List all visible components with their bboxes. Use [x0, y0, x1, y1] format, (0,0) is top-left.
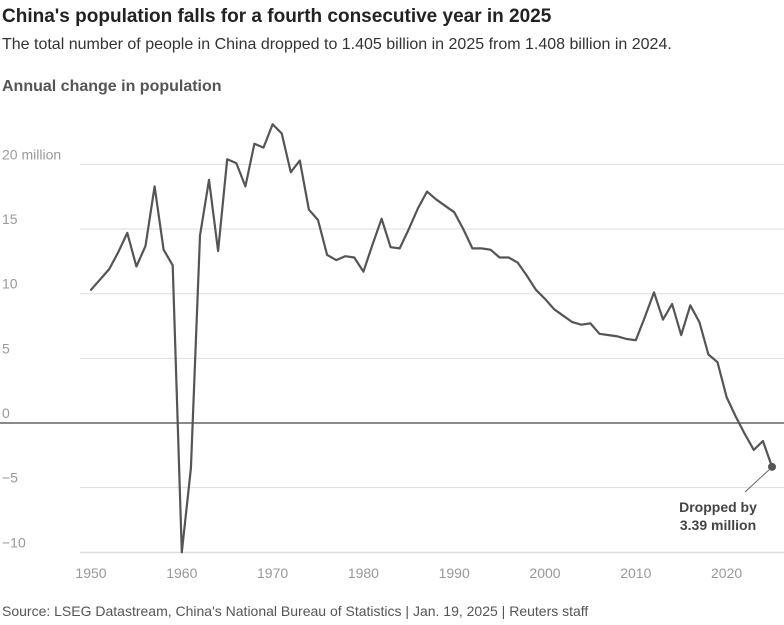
x-tick-label: 2000	[529, 565, 560, 581]
x-tick-label: 1990	[439, 565, 470, 581]
series-line	[89, 123, 774, 554]
y-tick-label: 5	[2, 340, 10, 356]
y-tick-label: 20 million	[2, 146, 61, 162]
x-tick-label: 1960	[166, 565, 197, 581]
annotation-text: 3.39 million	[680, 517, 756, 533]
series-layer	[89, 123, 774, 554]
x-tick-label: 1950	[75, 565, 106, 581]
y-axis-label: Annual change in population	[2, 78, 222, 95]
y-tick-label: 0	[2, 405, 10, 421]
y-tick-label: −10	[2, 534, 26, 550]
x-tick-label: 2010	[620, 565, 651, 581]
grid-lines	[0, 163, 784, 554]
annotation-text: Dropped by	[679, 499, 757, 515]
y-tick-labels: 20 million 15 10 5 0 −5 −10	[2, 146, 61, 550]
y-tick-label: 10	[2, 276, 18, 292]
chart-title: China's population falls for a fourth co…	[2, 6, 552, 27]
y-tick-label: −5	[2, 470, 18, 486]
endpoint-marker	[768, 462, 776, 471]
x-tick-label: 1970	[257, 565, 288, 581]
x-tick-label: 2020	[711, 565, 742, 581]
source-note: Source: LSEG Datastream, China's Nationa…	[2, 603, 589, 619]
x-tick-labels: 1950 1960 1970 1980 1990 2000 2010 2020	[75, 565, 742, 581]
chart-subtitle: The total number of people in China drop…	[2, 36, 672, 53]
x-tick-label: 1980	[348, 565, 379, 581]
y-tick-label: 15	[2, 211, 18, 227]
annotation: Dropped by 3.39 million	[679, 462, 776, 533]
annotation-leader	[744, 469, 770, 493]
